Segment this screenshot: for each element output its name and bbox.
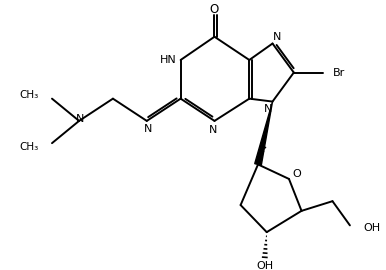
- Text: N: N: [273, 32, 281, 42]
- Text: O: O: [292, 169, 301, 179]
- Text: HN: HN: [160, 55, 177, 65]
- Text: N: N: [76, 114, 84, 124]
- Text: CH₃: CH₃: [19, 90, 39, 100]
- Text: OH: OH: [256, 261, 273, 270]
- Text: OH: OH: [364, 223, 381, 233]
- Text: O: O: [210, 3, 219, 16]
- Polygon shape: [255, 102, 273, 165]
- Text: Br: Br: [332, 68, 345, 77]
- Text: N: N: [264, 104, 272, 114]
- Text: N: N: [209, 125, 218, 135]
- Text: N: N: [144, 124, 152, 134]
- Text: CH₃: CH₃: [19, 142, 39, 152]
